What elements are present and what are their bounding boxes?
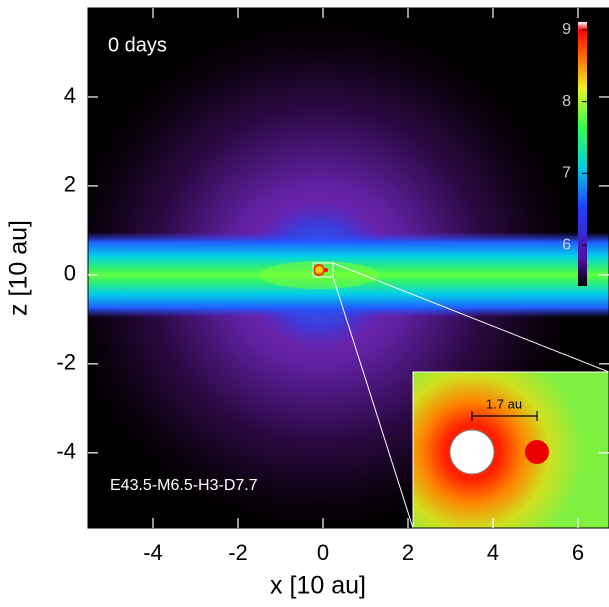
colorbar-tick-label: 6 <box>562 236 571 253</box>
x-tick-label: -2 <box>228 540 248 565</box>
colorbar <box>578 22 587 286</box>
scale-label: 1.7 au <box>486 396 522 411</box>
x-axis-label: x [10 au] <box>270 572 366 600</box>
zoom-box <box>312 262 334 278</box>
zoom-line <box>332 262 609 373</box>
x-tick-label: 2 <box>402 540 414 565</box>
x-tick-label: -4 <box>143 540 163 565</box>
y-tick-label: -4 <box>56 439 76 464</box>
y-tick-label: 2 <box>64 172 76 197</box>
plot-frame <box>87 7 609 529</box>
x-tick-label: 6 <box>572 540 584 565</box>
inset: 1.7 au <box>412 371 609 529</box>
colorbar-tick-label: 8 <box>562 93 571 110</box>
colorbar-tick-label: 7 <box>562 165 571 182</box>
density-image <box>88 8 609 528</box>
y-tick-label: 4 <box>64 83 76 108</box>
x-tick-label: 0 <box>317 540 329 565</box>
y-axis-label: z [10 au] <box>5 220 33 316</box>
y-tick-label: -2 <box>56 350 76 375</box>
time-label: 0 days <box>108 34 167 56</box>
y-tick-label: 0 <box>64 261 76 286</box>
colorbar-tick-label: 9 <box>562 21 571 38</box>
x-tick-label: 4 <box>487 540 499 565</box>
zoom-line <box>332 276 414 529</box>
model-label: E43.5-M6.5-H3-D7.7 <box>110 477 258 494</box>
